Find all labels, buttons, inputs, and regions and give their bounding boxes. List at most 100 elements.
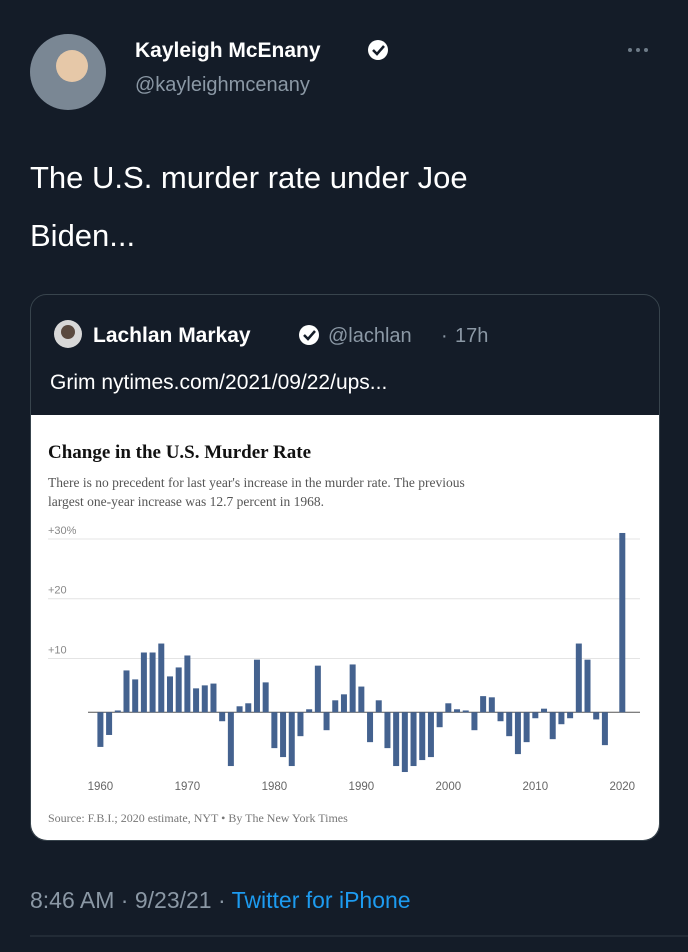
quote-avatar-face bbox=[61, 325, 75, 339]
bar bbox=[314, 665, 321, 713]
y-tick-label: +20 bbox=[48, 585, 67, 597]
bar bbox=[480, 696, 487, 713]
bar bbox=[262, 682, 269, 713]
bar bbox=[375, 700, 382, 713]
chart-title: Change in the U.S. Murder Rate bbox=[48, 442, 311, 463]
bar bbox=[497, 712, 504, 722]
chart-image bbox=[31, 415, 659, 840]
bar bbox=[236, 706, 243, 713]
bar bbox=[488, 697, 495, 713]
plot: +10 +20 +30% 1960 1970 1980 1990 2000 2010 2020 bbox=[48, 525, 640, 793]
bar bbox=[575, 643, 582, 713]
x-tick-label: 1980 bbox=[262, 781, 288, 793]
author-name[interactable]: Kayleigh McEnany bbox=[135, 39, 321, 62]
bar bbox=[471, 712, 478, 731]
x-tick-label: 1970 bbox=[175, 781, 201, 793]
bar bbox=[558, 712, 565, 725]
tweet-text: Biden... bbox=[30, 218, 135, 253]
bar bbox=[106, 712, 113, 735]
chart-subtitle: There is no precedent for last year's in… bbox=[48, 475, 465, 490]
tweet-text: The U.S. murder rate under Joe bbox=[30, 160, 468, 195]
bar bbox=[219, 712, 226, 722]
verified-badge bbox=[299, 325, 319, 345]
bar bbox=[454, 709, 461, 713]
bar bbox=[332, 700, 339, 713]
bar bbox=[253, 659, 260, 713]
bar bbox=[201, 685, 208, 713]
author-handle[interactable]: @kayleighmcenany bbox=[135, 74, 310, 96]
bar bbox=[619, 532, 626, 713]
verified-check bbox=[303, 330, 316, 341]
bar bbox=[532, 712, 539, 719]
quote-name: Lachlan Markay bbox=[93, 324, 251, 347]
x-tick-label: 1990 bbox=[349, 781, 375, 793]
avatar-face bbox=[56, 50, 88, 82]
x-tick-label: 2010 bbox=[523, 781, 549, 793]
bar bbox=[193, 688, 200, 713]
separator: · bbox=[441, 325, 448, 347]
y-tick-label: +30% bbox=[48, 525, 77, 537]
bar bbox=[462, 710, 469, 713]
verified-check bbox=[372, 45, 385, 56]
bar bbox=[140, 652, 147, 713]
x-tick-label: 2020 bbox=[610, 781, 636, 793]
date: 9/23/21 bbox=[135, 887, 212, 913]
bar bbox=[410, 712, 417, 767]
bar bbox=[436, 712, 443, 728]
bar bbox=[567, 712, 574, 719]
bar bbox=[288, 712, 295, 767]
bar bbox=[297, 712, 304, 737]
bar bbox=[349, 664, 356, 713]
bar bbox=[323, 712, 330, 731]
bar bbox=[114, 710, 121, 713]
bar bbox=[184, 655, 191, 713]
quote-handle: @lachlan bbox=[328, 325, 412, 347]
bar bbox=[271, 712, 278, 749]
bar bbox=[427, 712, 434, 758]
bar bbox=[541, 708, 548, 713]
more-menu[interactable] bbox=[628, 48, 648, 52]
bar bbox=[601, 712, 608, 746]
bar bbox=[358, 686, 365, 713]
bar bbox=[158, 643, 165, 713]
bar bbox=[367, 712, 374, 743]
bar bbox=[123, 670, 130, 713]
bar bbox=[514, 712, 521, 755]
bar bbox=[393, 712, 400, 767]
bar bbox=[245, 703, 252, 713]
chart-source: Source: F.B.I.; 2020 estimate, NYT • By … bbox=[48, 811, 348, 825]
verified-badge bbox=[368, 40, 388, 60]
y-tick-label: +10 bbox=[48, 645, 67, 657]
timestamp: 8:46 AM · 9/23/21 · Twitter for iPhone bbox=[30, 887, 411, 913]
tweet-source[interactable]: Twitter for iPhone bbox=[232, 887, 411, 913]
bar bbox=[166, 676, 173, 713]
bar bbox=[593, 712, 600, 720]
bar bbox=[149, 652, 156, 713]
separator: · bbox=[212, 887, 232, 913]
bar bbox=[227, 712, 234, 767]
quote-age: 17h bbox=[455, 325, 488, 347]
bar bbox=[97, 712, 104, 747]
bar bbox=[584, 659, 591, 713]
chart-subtitle: largest one-year increase was 12.7 perce… bbox=[48, 494, 324, 509]
bar bbox=[132, 679, 139, 713]
bar bbox=[445, 703, 452, 713]
time: 8:46 AM bbox=[30, 887, 114, 913]
bar bbox=[549, 712, 556, 740]
bar bbox=[306, 709, 313, 713]
x-tick-label: 2000 bbox=[436, 781, 462, 793]
bar bbox=[384, 712, 391, 749]
quote-text: Grim nytimes.com/2021/09/22/ups... bbox=[50, 371, 387, 394]
bar bbox=[523, 712, 530, 743]
quote-card[interactable] bbox=[30, 294, 660, 841]
bar bbox=[401, 712, 408, 773]
bar bbox=[280, 712, 287, 758]
bar bbox=[506, 712, 513, 737]
bar bbox=[340, 694, 347, 713]
x-tick-label: 1960 bbox=[88, 781, 114, 793]
separator: · bbox=[114, 887, 134, 913]
bar bbox=[419, 712, 426, 761]
bar bbox=[210, 683, 217, 713]
bar bbox=[175, 667, 182, 713]
